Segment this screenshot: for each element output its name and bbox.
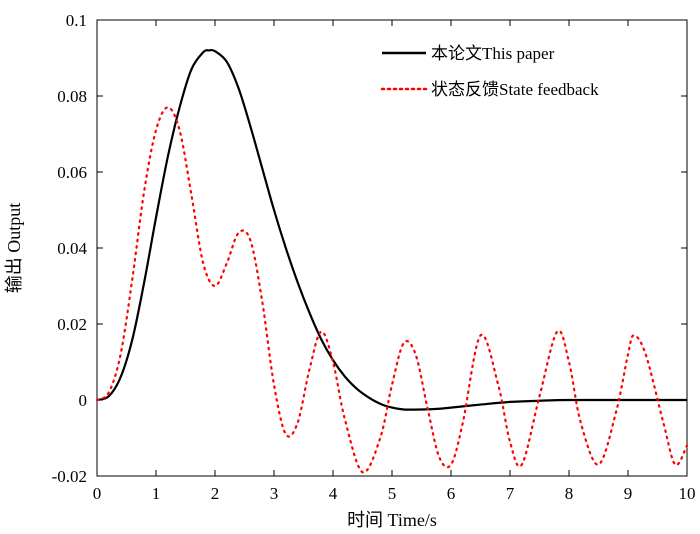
y-tick-label: 0.06 bbox=[57, 163, 87, 182]
x-tick-label: 6 bbox=[447, 484, 456, 503]
series-layer bbox=[95, 48, 689, 474]
series-line-this-paper bbox=[96, 48, 687, 411]
x-tick-label: 8 bbox=[565, 484, 574, 503]
y-tick-label: -0.02 bbox=[52, 467, 87, 486]
x-tick-label: 3 bbox=[270, 484, 279, 503]
y-axis-label: 输出 Output bbox=[4, 203, 24, 294]
x-tick-label: 1 bbox=[152, 484, 161, 503]
tick-labels: 0 1 2 3 4 5 6 7 8 9 10 -0.02 0 0.02 0.04 0.06 0.08 0.1 bbox=[52, 11, 696, 503]
y-tick-label: 0 bbox=[79, 391, 88, 410]
legend-label-this-paper: 本论文This paper bbox=[431, 44, 555, 63]
x-tick-label: 0 bbox=[93, 484, 102, 503]
legend-label-state-feedback: 状态反馈State feedback bbox=[431, 80, 599, 99]
legend: 本论文This paper 状态反馈State feedback bbox=[380, 44, 599, 99]
y-tick-label: 0.08 bbox=[57, 87, 87, 106]
x-tick-label: 5 bbox=[388, 484, 397, 503]
y-tick-label: 0.02 bbox=[57, 315, 87, 334]
x-tick-label: 4 bbox=[329, 484, 338, 503]
y-tick-label: 0.1 bbox=[66, 11, 87, 30]
x-tick-label: 2 bbox=[211, 484, 220, 503]
x-axis-label: 时间 Time/s bbox=[347, 510, 437, 530]
y-tick-label: 0.04 bbox=[57, 239, 87, 258]
x-tick-label: 7 bbox=[506, 484, 515, 503]
axis-ticks bbox=[96, 19, 688, 477]
x-tick-label: 10 bbox=[679, 484, 696, 503]
series-line-state-feedback bbox=[95, 106, 689, 474]
x-tick-label: 9 bbox=[624, 484, 633, 503]
